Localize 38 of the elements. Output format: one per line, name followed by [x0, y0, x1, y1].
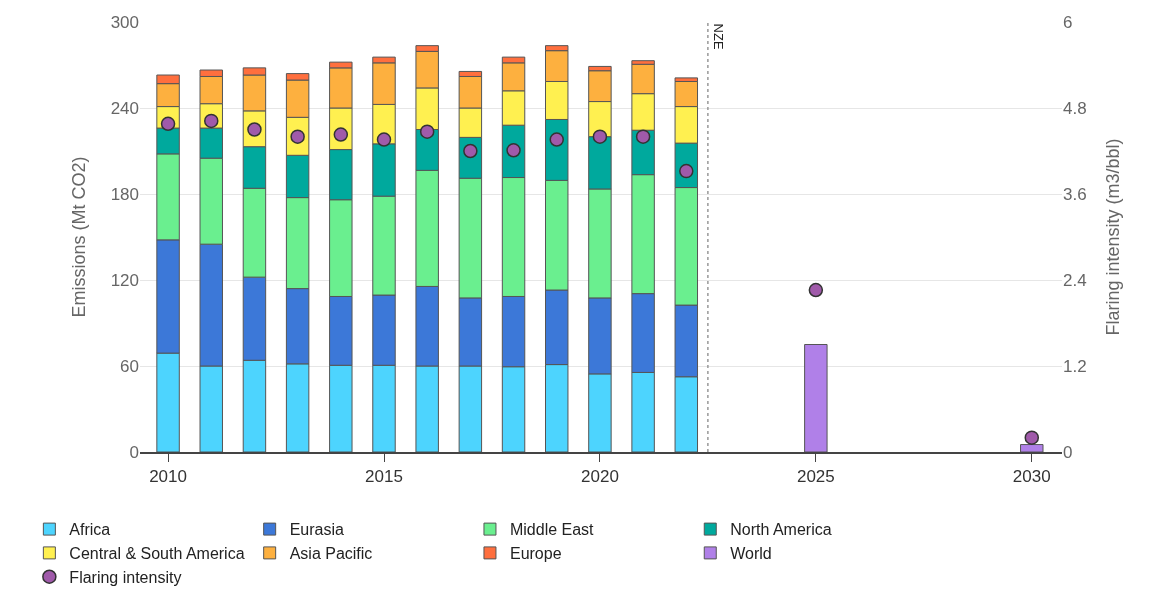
x-tick-label: 2015	[365, 467, 403, 487]
y2-tick-label: 6	[1063, 12, 1073, 32]
y-tick-label: 240	[110, 98, 139, 118]
y-tick-label: 300	[110, 12, 139, 32]
point	[376, 132, 392, 147]
y2-tick-label: 2.4	[1063, 270, 1087, 290]
point	[419, 124, 435, 139]
point	[592, 129, 608, 144]
y2-tick-label: 3.6	[1063, 184, 1087, 204]
x-tick-label: 2020	[581, 467, 619, 487]
legend-label: Flaring intensity	[69, 568, 182, 586]
x-tick-label: 2025	[796, 467, 835, 487]
y-axis-title: Emissions (Mt CO2)	[68, 156, 89, 318]
legend-label: Middle East	[509, 521, 595, 539]
bar	[1020, 444, 1044, 452]
y2-tick-label: 1.2	[1063, 356, 1087, 376]
legend-label: Africa	[69, 521, 111, 539]
y-tick-label: 60	[120, 356, 139, 376]
legend-label: World	[730, 545, 772, 563]
bar	[804, 344, 828, 452]
y2-axis-title: Flaring intensity (m3/bbl)	[1102, 138, 1123, 336]
legend-label: Europe	[509, 545, 562, 563]
legend-label: Eurasia	[289, 521, 345, 539]
ref-line-label: NZE	[711, 23, 727, 50]
point	[1024, 430, 1040, 445]
y-tick-label: 180	[110, 184, 139, 204]
point	[549, 132, 564, 147]
y-tick-label: 0	[129, 442, 139, 462]
point	[808, 282, 824, 298]
y-tick-label: 120	[110, 270, 139, 290]
legend-label: Central & South America	[69, 545, 245, 563]
point	[635, 129, 651, 144]
legend-label: North America	[730, 521, 832, 539]
y2-tick-label: 0	[1063, 442, 1073, 462]
x-tick-label: 2030	[1012, 467, 1051, 487]
y2-tick-label: 4.8	[1063, 98, 1087, 118]
legend-label: Asia Pacific	[289, 545, 373, 563]
x-tick-label: 2010	[149, 467, 187, 487]
